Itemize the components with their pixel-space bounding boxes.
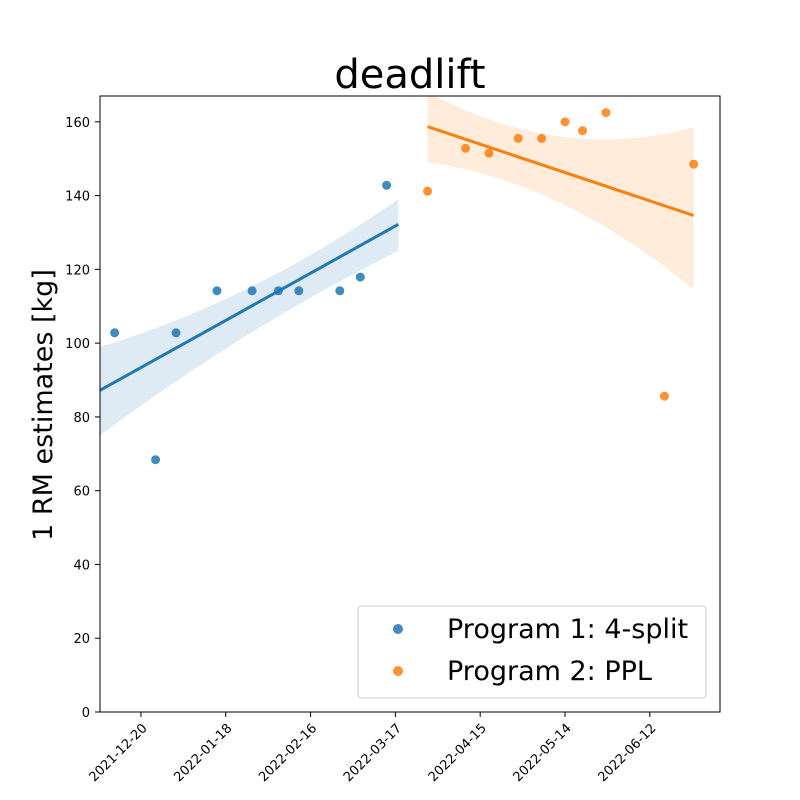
series-2-point-8 <box>601 108 611 118</box>
series-2-point-7 <box>578 126 588 136</box>
data-points <box>110 108 699 465</box>
series-2-point-6 <box>560 117 570 127</box>
x-tick-label: 2022-06-12 <box>595 721 659 785</box>
series-1-point-7 <box>294 286 304 296</box>
series-1-confidence-band <box>100 199 399 436</box>
series-1-point-10 <box>382 180 392 190</box>
y-tick-label: 100 <box>65 337 90 352</box>
chart-title: deadlift <box>334 52 485 98</box>
series-1-point-6 <box>273 286 283 296</box>
x-tick-label: 2021-12-20 <box>87 721 151 785</box>
series-1-point-8 <box>335 286 345 296</box>
series-2-confidence-band <box>427 96 694 290</box>
y-tick-label: 0 <box>82 706 90 721</box>
series-1-point-3 <box>171 328 181 338</box>
x-tick-label: 2022-02-16 <box>256 721 320 785</box>
series-2-point-9 <box>659 391 669 401</box>
legend-label-1: Program 1: 4-split <box>447 614 688 645</box>
regression-lines <box>100 125 695 392</box>
y-axis-label: 1 RM estimates [kg] <box>28 269 59 541</box>
series-1-point-2 <box>151 455 161 465</box>
x-tick-label: 2022-05-14 <box>511 721 575 785</box>
series-2-point-2 <box>461 143 471 153</box>
legend-box <box>357 605 707 699</box>
series-2-regression-line <box>427 125 695 217</box>
x-tick-label: 2022-03-17 <box>341 721 405 785</box>
y-tick-label: 60 <box>73 485 90 500</box>
y-tick-label: 80 <box>73 411 90 426</box>
y-tick-label: 120 <box>65 263 90 278</box>
series-2-point-5 <box>537 133 547 143</box>
legend-marker-1 <box>393 624 403 634</box>
series-1-point-9 <box>355 272 365 282</box>
y-tick-label: 40 <box>73 558 90 573</box>
y-tick-label: 140 <box>65 190 90 205</box>
series-2-point-1 <box>423 186 433 196</box>
plot-frame <box>99 95 721 713</box>
legend-marker-2 <box>393 666 403 676</box>
series-2-point-10 <box>689 159 699 169</box>
confidence-bands <box>100 96 694 436</box>
legend-label-2: Program 2: PPL <box>447 656 652 687</box>
series-1-point-1 <box>110 328 120 338</box>
series-1-point-5 <box>247 286 257 296</box>
x-tick-label: 2022-04-15 <box>426 721 490 785</box>
y-tick-label: 20 <box>73 632 90 647</box>
series-1-point-4 <box>212 286 222 296</box>
x-tick-label: 2022-01-18 <box>171 721 235 785</box>
series-1-regression-line <box>100 223 400 392</box>
series-2-point-4 <box>513 133 523 143</box>
legend: Program 1: 4-split Program 2: PPL <box>357 605 707 699</box>
y-tick-label: 160 <box>65 116 90 131</box>
series-2-point-3 <box>484 148 494 158</box>
